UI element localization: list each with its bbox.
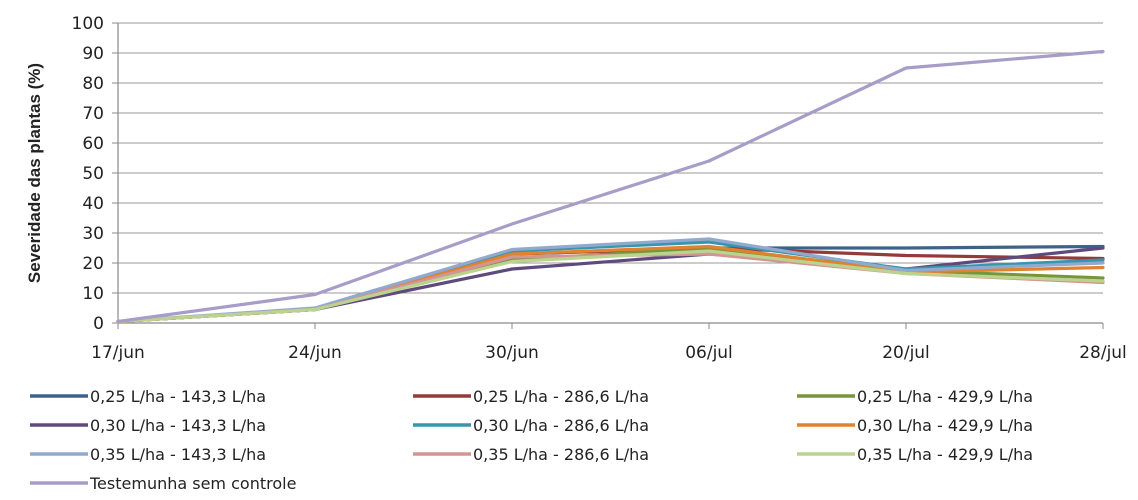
grid bbox=[112, 22, 1104, 329]
legend-label: 0,25 L/ha - 143,3 L/ha bbox=[90, 387, 266, 406]
legend-label: 0,25 L/ha - 429,9 L/ha bbox=[857, 387, 1033, 406]
legend-label: 0,30 L/ha - 429,9 L/ha bbox=[857, 416, 1033, 435]
x-tick-label: 17/jun bbox=[91, 343, 145, 363]
x-tick-labels: 17/jun 24/jun 30/jun 06/jul 20/jul 28/jul bbox=[91, 343, 1127, 363]
axes bbox=[117, 23, 1103, 324]
y-tick-label: 60 bbox=[82, 134, 104, 154]
y-tick-label: 40 bbox=[82, 194, 104, 214]
y-tick-labels: 0 10 20 30 40 50 60 70 80 90 100 bbox=[72, 14, 104, 334]
legend-label: 0,35 L/ha - 286,6 L/ha bbox=[473, 445, 649, 464]
series-line-10 bbox=[116, 49, 1105, 324]
series-line-9 bbox=[116, 249, 1105, 324]
series-lines bbox=[116, 49, 1105, 324]
x-tick-label: 20/jul bbox=[882, 343, 930, 363]
y-tick-label: 10 bbox=[82, 284, 104, 304]
y-tick-label: 30 bbox=[82, 224, 104, 244]
legend-label: Testemunha sem controle bbox=[89, 474, 296, 493]
y-tick-label: 90 bbox=[82, 44, 104, 64]
legend-label: 0,35 L/ha - 429,9 L/ha bbox=[857, 445, 1033, 464]
x-tick-label: 06/jul bbox=[685, 343, 733, 363]
y-tick-label: 20 bbox=[82, 254, 104, 274]
y-axis-label: Severidade das plantas (%) bbox=[25, 63, 44, 283]
y-tick-label: 80 bbox=[82, 74, 104, 94]
legend: 0,25 L/ha - 143,3 L/ha 0,25 L/ha - 286,6 … bbox=[30, 387, 1033, 493]
y-tick-label: 70 bbox=[82, 104, 104, 124]
legend-label: 0,30 L/ha - 143,3 L/ha bbox=[90, 416, 266, 435]
legend-label: 0,35 L/ha - 143,3 L/ha bbox=[90, 445, 266, 464]
legend-label: 0,30 L/ha - 286,6 L/ha bbox=[473, 416, 649, 435]
y-tick-label: 0 bbox=[93, 314, 104, 334]
y-tick-label: 100 bbox=[72, 14, 104, 34]
x-tick-label: 24/jun bbox=[288, 343, 342, 363]
x-tick-label: 28/jul bbox=[1079, 343, 1127, 363]
y-tick-label: 50 bbox=[82, 164, 104, 184]
legend-label: 0,25 L/ha - 286,6 L/ha bbox=[473, 387, 649, 406]
x-tick-label: 30/jun bbox=[485, 343, 539, 363]
